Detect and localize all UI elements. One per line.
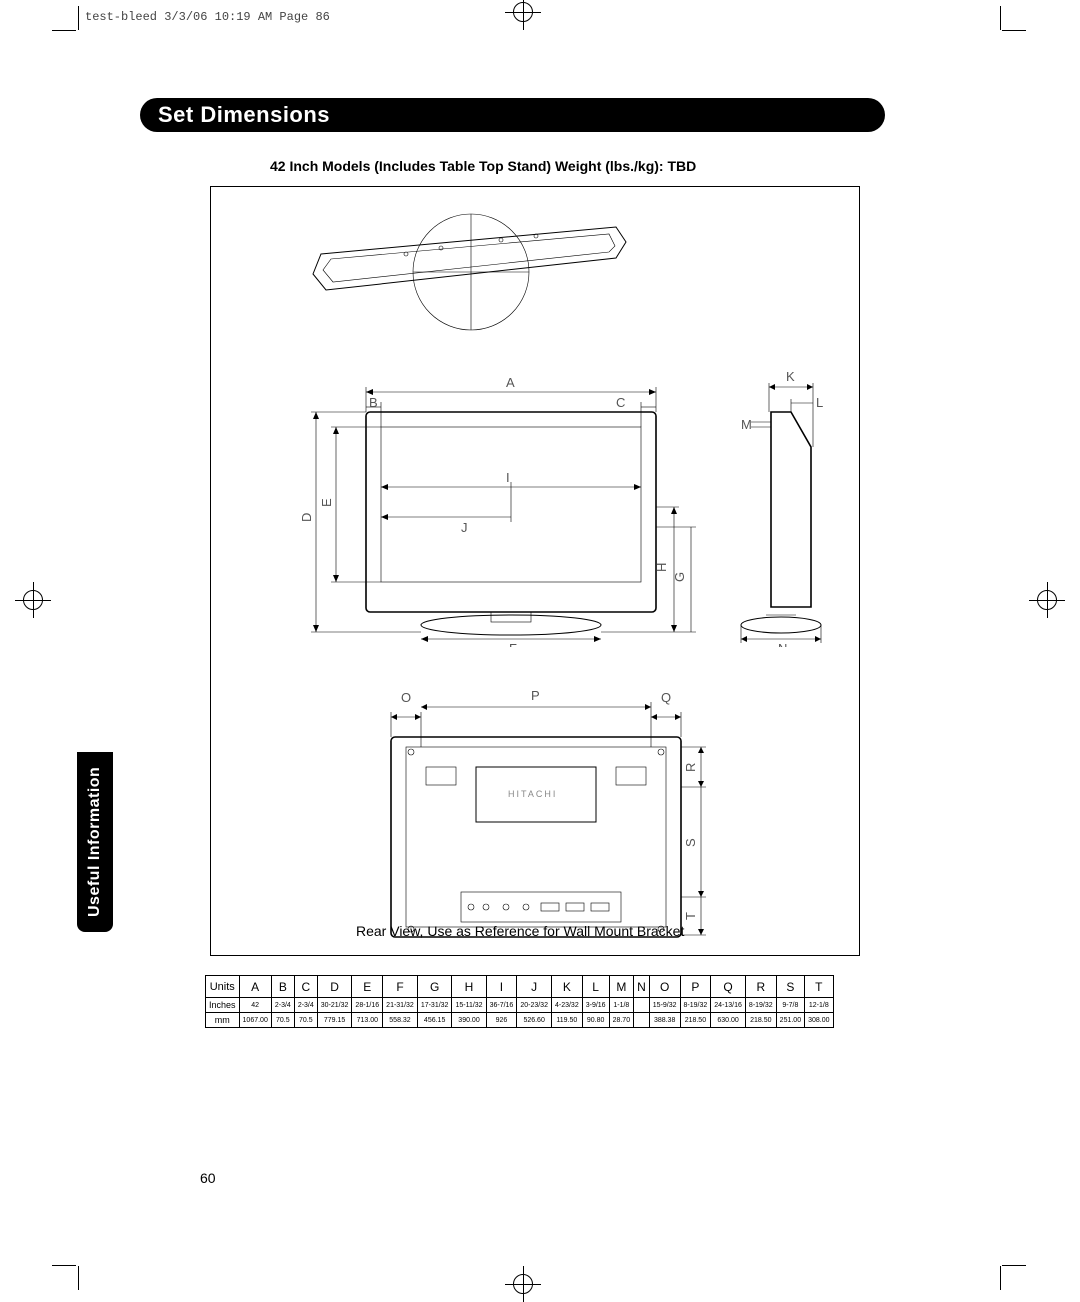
crop-mark [1000, 6, 1001, 30]
brand-label: HITACHI [508, 789, 557, 799]
crop-mark [52, 30, 76, 31]
registration-mark-right [1029, 582, 1065, 618]
crop-mark [78, 1266, 79, 1290]
dim-label-n: N [778, 641, 787, 647]
dim-label-i: I [506, 470, 510, 485]
registration-mark-bottom [505, 1266, 541, 1302]
page-title: Set Dimensions [140, 98, 885, 132]
dim-label-d: D [299, 513, 314, 522]
dimension-diagram: A B C D E I J H G F [210, 186, 860, 956]
table-row-mm: mm 1067.0070.5 70.5779.15 713.00558.32 4… [206, 1013, 834, 1028]
dim-label-c: C [616, 395, 625, 410]
crop-mark [1002, 1265, 1026, 1266]
section-tab: Useful Information [77, 752, 113, 932]
registration-mark-left [15, 582, 51, 618]
dim-label-b: B [369, 395, 378, 410]
crop-mark [52, 1265, 76, 1266]
dim-label-f: F [509, 641, 517, 647]
dim-label-k: K [786, 369, 795, 384]
dim-label-j: J [461, 520, 468, 535]
subtitle: 42 Inch Models (Includes Table Top Stand… [270, 158, 696, 174]
registration-mark-top [505, 0, 541, 30]
dim-label-s: S [683, 838, 698, 847]
page-number: 60 [200, 1170, 216, 1186]
rear-view-caption: Rear View, Use as Reference for Wall Mou… [356, 923, 684, 939]
dim-label-p: P [531, 688, 540, 703]
table-row-inches: Inches 422-3/4 2-3/430-21/32 28-1/1621-3… [206, 998, 834, 1013]
crop-mark [1002, 30, 1026, 31]
dim-label-m: M [741, 417, 752, 432]
crop-mark [1000, 1266, 1001, 1290]
dim-label-r: R [683, 763, 698, 772]
dim-label-g: G [672, 572, 687, 582]
table-header-row: Units AB CD EF GH IJ KL MN OP QR ST [206, 976, 834, 998]
dim-label-a: A [506, 375, 515, 390]
dim-label-h: H [654, 563, 669, 572]
print-header: test-bleed 3/3/06 10:19 AM Page 86 [85, 10, 330, 24]
units-header: Units [206, 976, 240, 998]
crop-mark [78, 6, 79, 30]
dimensions-table: Units AB CD EF GH IJ KL MN OP QR ST Inch… [205, 975, 834, 1028]
dim-label-q: Q [661, 690, 671, 705]
dim-label-t: T [683, 912, 698, 920]
dim-label-e: E [319, 498, 334, 507]
dim-label-o: O [401, 690, 411, 705]
dim-label-l: L [816, 395, 823, 410]
